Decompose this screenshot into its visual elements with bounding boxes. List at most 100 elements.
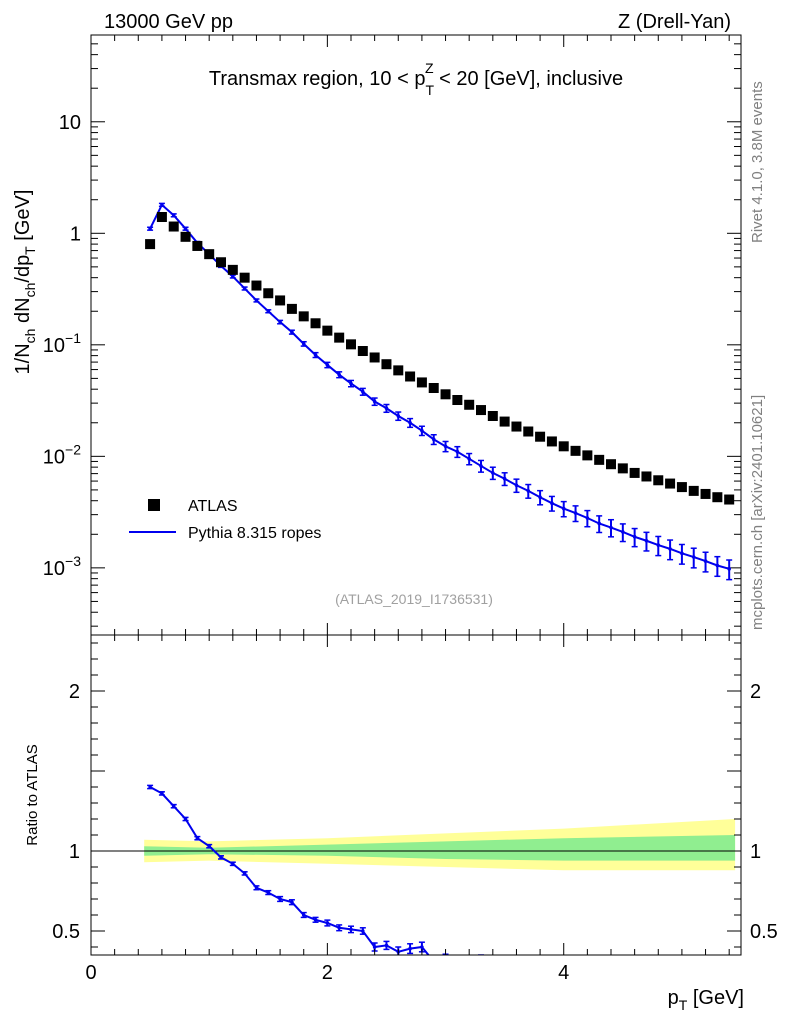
header-right: Z (Drell-Yan) [618, 11, 731, 33]
mc-point [231, 274, 235, 279]
ratio-mc-point [313, 918, 318, 922]
data-point [334, 332, 345, 343]
mc-point [278, 320, 282, 324]
data-point [641, 471, 652, 482]
watermark: (ATLAS_2019_I1736531) [335, 591, 493, 607]
data-point [156, 212, 167, 223]
ratio-mc-series [147, 784, 507, 975]
ratio-mc-point [242, 871, 247, 876]
mc-point [550, 501, 554, 506]
ratio-mc-point [160, 791, 164, 796]
data-point [523, 426, 534, 437]
ratio-mc-point [231, 862, 235, 866]
mc-point [715, 563, 720, 568]
data-point [298, 311, 309, 322]
ratio-mc-point [219, 855, 223, 860]
data-series [145, 212, 735, 505]
mc-point [384, 406, 389, 411]
data-point [346, 339, 356, 350]
ratio-mc-point [503, 971, 507, 975]
mc-point [337, 372, 341, 377]
ratio-uncertainty-bands [144, 819, 736, 871]
ratio-mc-point [349, 927, 353, 932]
mc-point [644, 538, 649, 543]
data-point [558, 441, 569, 452]
mc-point [254, 298, 259, 303]
data-point [617, 463, 628, 474]
data-point [227, 264, 238, 275]
mc-point [668, 547, 672, 551]
x-axis-label: pT [GeV] [668, 987, 744, 1013]
legend-data-marker [148, 499, 160, 511]
data-point [216, 257, 226, 268]
data-point [381, 359, 392, 370]
data-point [688, 485, 699, 496]
ratio-y-tick-label: 0.5 [52, 921, 80, 943]
mcplots-label: mcplots.cern.ch [arXiv:2401.10621] [749, 395, 766, 630]
mc-point [349, 381, 353, 386]
data-point [263, 288, 274, 299]
data-point [168, 221, 179, 232]
mc-point [242, 286, 247, 291]
mc-point [632, 534, 637, 539]
data-point [145, 239, 156, 250]
mc-point [538, 495, 542, 500]
ratio-mc-line [149, 786, 430, 955]
mc-series [147, 202, 733, 581]
data-point [416, 377, 427, 388]
ratio-y-label: Ratio to ATLAS [24, 744, 41, 845]
plot-title: Transmax region, 10 < pTZ < 20 [GeV], in… [209, 60, 623, 98]
main-y-tick-label: 10−2 [43, 441, 81, 468]
ratio-mc-point [408, 946, 412, 951]
data-point [251, 280, 262, 291]
data-point [724, 494, 735, 505]
ratio-mc-point [432, 960, 436, 964]
ratio-mc-point [195, 836, 200, 840]
mc-point [609, 525, 613, 530]
mc-point [491, 471, 495, 475]
mc-point [502, 476, 507, 481]
data-point [286, 303, 297, 314]
mc-point [585, 516, 590, 520]
mc-point [691, 555, 696, 559]
ratio-mc-point [479, 960, 483, 964]
data-point [570, 445, 581, 456]
mc-point [561, 506, 566, 511]
data-point [180, 231, 191, 242]
data-point [665, 478, 676, 489]
ratio-mc-point [183, 817, 188, 821]
mc-point [573, 511, 578, 515]
data-point [629, 467, 640, 478]
data-point [428, 383, 439, 394]
ratio-ticks [90, 635, 741, 955]
ratio-mc-point [361, 929, 365, 933]
mc-point [420, 428, 424, 433]
mc-point [301, 342, 306, 346]
data-point [275, 295, 286, 306]
ratio-mc-point [290, 900, 294, 904]
data-point [393, 365, 404, 376]
mc-point [171, 213, 176, 218]
legend-data-label: ATLAS [188, 498, 238, 515]
x-tick-label: 0 [85, 962, 96, 984]
ratio-mc-point [325, 921, 330, 925]
data-point [239, 272, 250, 283]
mc-point [479, 464, 483, 468]
mc-point [408, 420, 412, 425]
data-point [594, 454, 605, 465]
data-point [700, 488, 711, 499]
ratio-y-tick-label: 1 [69, 841, 80, 863]
data-point [582, 450, 593, 461]
ratio-mc-point [337, 926, 341, 930]
mc-point [396, 414, 401, 418]
data-point [204, 249, 215, 260]
mc-point [266, 309, 271, 314]
ratio-y-tick-label-right: 0.5 [750, 921, 778, 943]
main-ticks [90, 34, 741, 635]
main-panel: 10−3 10−2 10−1 1 10 Transmax region, 10 < pT… [12, 34, 742, 636]
mc-point [148, 226, 152, 231]
data-point [357, 346, 368, 357]
mc-point [372, 399, 377, 404]
mc-point [597, 521, 601, 526]
data-point [653, 475, 664, 486]
